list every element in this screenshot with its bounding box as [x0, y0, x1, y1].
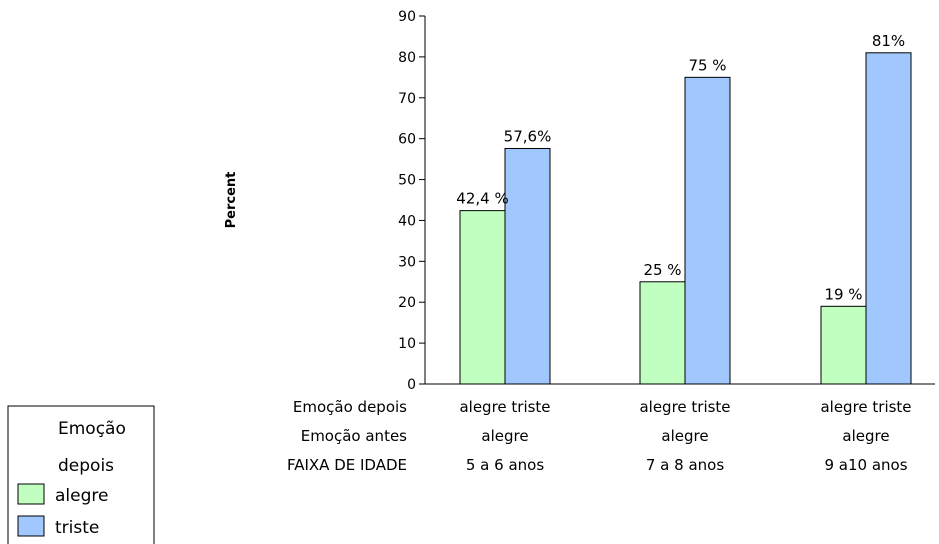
bars	[459, 52, 912, 385]
row-header: FAIXA DE IDADE	[287, 456, 407, 474]
data-label-triste-2: 75 %	[688, 56, 726, 74]
legend-title-line2: depois	[58, 456, 114, 476]
y-tick-label: 0	[407, 377, 416, 393]
bar-alegre-2	[639, 281, 686, 385]
y-tick-label: 70	[398, 91, 416, 107]
category-label-emocao_antes: alegre	[842, 427, 889, 445]
y-tick-label: 50	[398, 173, 416, 189]
y-tick-label: 40	[398, 213, 416, 229]
legend-title-line1: Emoção	[58, 419, 126, 439]
bar-alegre-1	[459, 210, 506, 385]
data-label-alegre-3: 19 %	[824, 285, 862, 303]
category-table: Emoção depois Emoção antes FAIXA DE IDADE a…	[287, 398, 912, 474]
category-label-faixa: 9 a10 anos	[824, 456, 907, 474]
data-label-triste-3: 81%	[872, 32, 905, 50]
data-label-alegre-1: 42,4 %	[456, 190, 508, 208]
y-tick-label: 20	[398, 295, 416, 311]
y-tick-label: 10	[398, 336, 416, 352]
category-label-faixa: 5 a 6 anos	[466, 456, 544, 474]
category-label-emocao_depois: alegre triste	[459, 398, 550, 416]
legend-label-triste: triste	[55, 518, 99, 538]
row-header: Emoção antes	[301, 427, 407, 445]
data-labels: 42,4 % 25 % 19 % 57,6% 75 % 81%	[456, 32, 905, 304]
row-header: Emoção depois	[293, 398, 407, 416]
legend-swatch-triste	[17, 515, 45, 537]
bar-triste-1	[504, 147, 551, 385]
category-label-emocao_antes: alegre	[661, 427, 708, 445]
category-label-faixa: 7 a 8 anos	[646, 456, 724, 474]
legend-label-alegre: alegre	[55, 486, 108, 506]
y-axis-label: Percent	[224, 172, 239, 229]
bar-triste-3	[865, 52, 912, 385]
y-tick-label: 80	[398, 50, 416, 66]
category-label-emocao_depois: alegre triste	[820, 398, 911, 416]
data-label-triste-1: 57,6%	[504, 127, 552, 145]
legend-swatch-alegre	[17, 483, 45, 505]
bar-triste-2	[684, 76, 731, 385]
y-tick-label: 60	[398, 132, 416, 148]
legend: Emoção depois alegre triste	[7, 405, 155, 544]
category-label-emocao_antes: alegre	[481, 427, 528, 445]
y-tick-label: 30	[398, 254, 416, 270]
y-tick-label: 90	[398, 9, 416, 25]
category-label-emocao_depois: alegre triste	[639, 398, 730, 416]
data-label-alegre-2: 25 %	[643, 261, 681, 279]
y-ticks: 0 10 20 30 40 50 60 70 80 90	[398, 9, 425, 393]
bar-alegre-3	[820, 305, 867, 385]
